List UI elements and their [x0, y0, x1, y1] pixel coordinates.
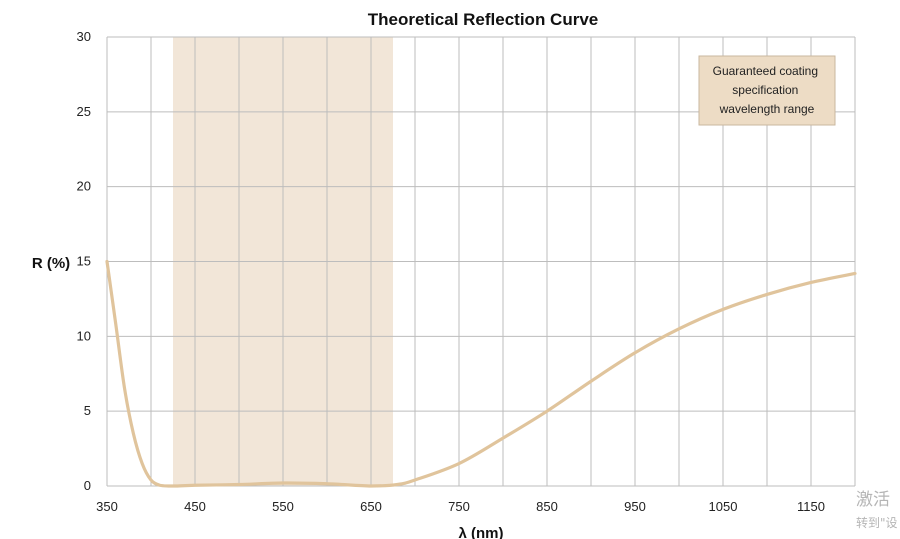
y-tick-label: 10 [77, 328, 91, 343]
y-tick-label: 15 [77, 254, 91, 269]
watermark-line-2: 转到"设 [856, 515, 898, 530]
x-tick-label: 450 [184, 499, 206, 514]
y-tick-label: 25 [77, 104, 91, 119]
watermark-line-1: 激活 [856, 490, 890, 510]
reflection-curve [105, 259, 857, 488]
x-tick-label: 1050 [709, 499, 738, 514]
legend-line-1: Guaranteed coating [713, 64, 818, 78]
legend-background [698, 55, 836, 126]
tick-layer: 350 450 550 650 750 850 950 1050 1150 0 5 10 15 20 25 3… [77, 29, 825, 514]
x-tick-label: 750 [448, 499, 470, 514]
x-tick-label: 950 [624, 499, 646, 514]
y-tick-label: 30 [77, 29, 91, 44]
x-tick-label: 550 [272, 499, 294, 514]
y-axis-label: R (%) [32, 255, 70, 272]
legend-line-2: specification [732, 83, 798, 97]
curve-layer [105, 259, 857, 488]
legend-label: Guaranteed coating specification wavelen… [713, 64, 822, 116]
x-tick-label: 850 [536, 499, 558, 514]
legend-line-3: wavelength range [719, 102, 815, 116]
x-tick-label: 1150 [797, 499, 825, 514]
x-tick-label: 650 [360, 499, 382, 514]
y-tick-label: 0 [84, 478, 91, 493]
y-tick-label: 20 [77, 179, 91, 194]
y-tick-label: 5 [84, 403, 91, 418]
chart-title: Theoretical Reflection Curve [368, 10, 599, 29]
legend-box: Guaranteed coating specification wavelen… [698, 55, 836, 126]
x-axis-label: λ (nm) [459, 525, 504, 539]
x-tick-label: 350 [96, 499, 118, 514]
